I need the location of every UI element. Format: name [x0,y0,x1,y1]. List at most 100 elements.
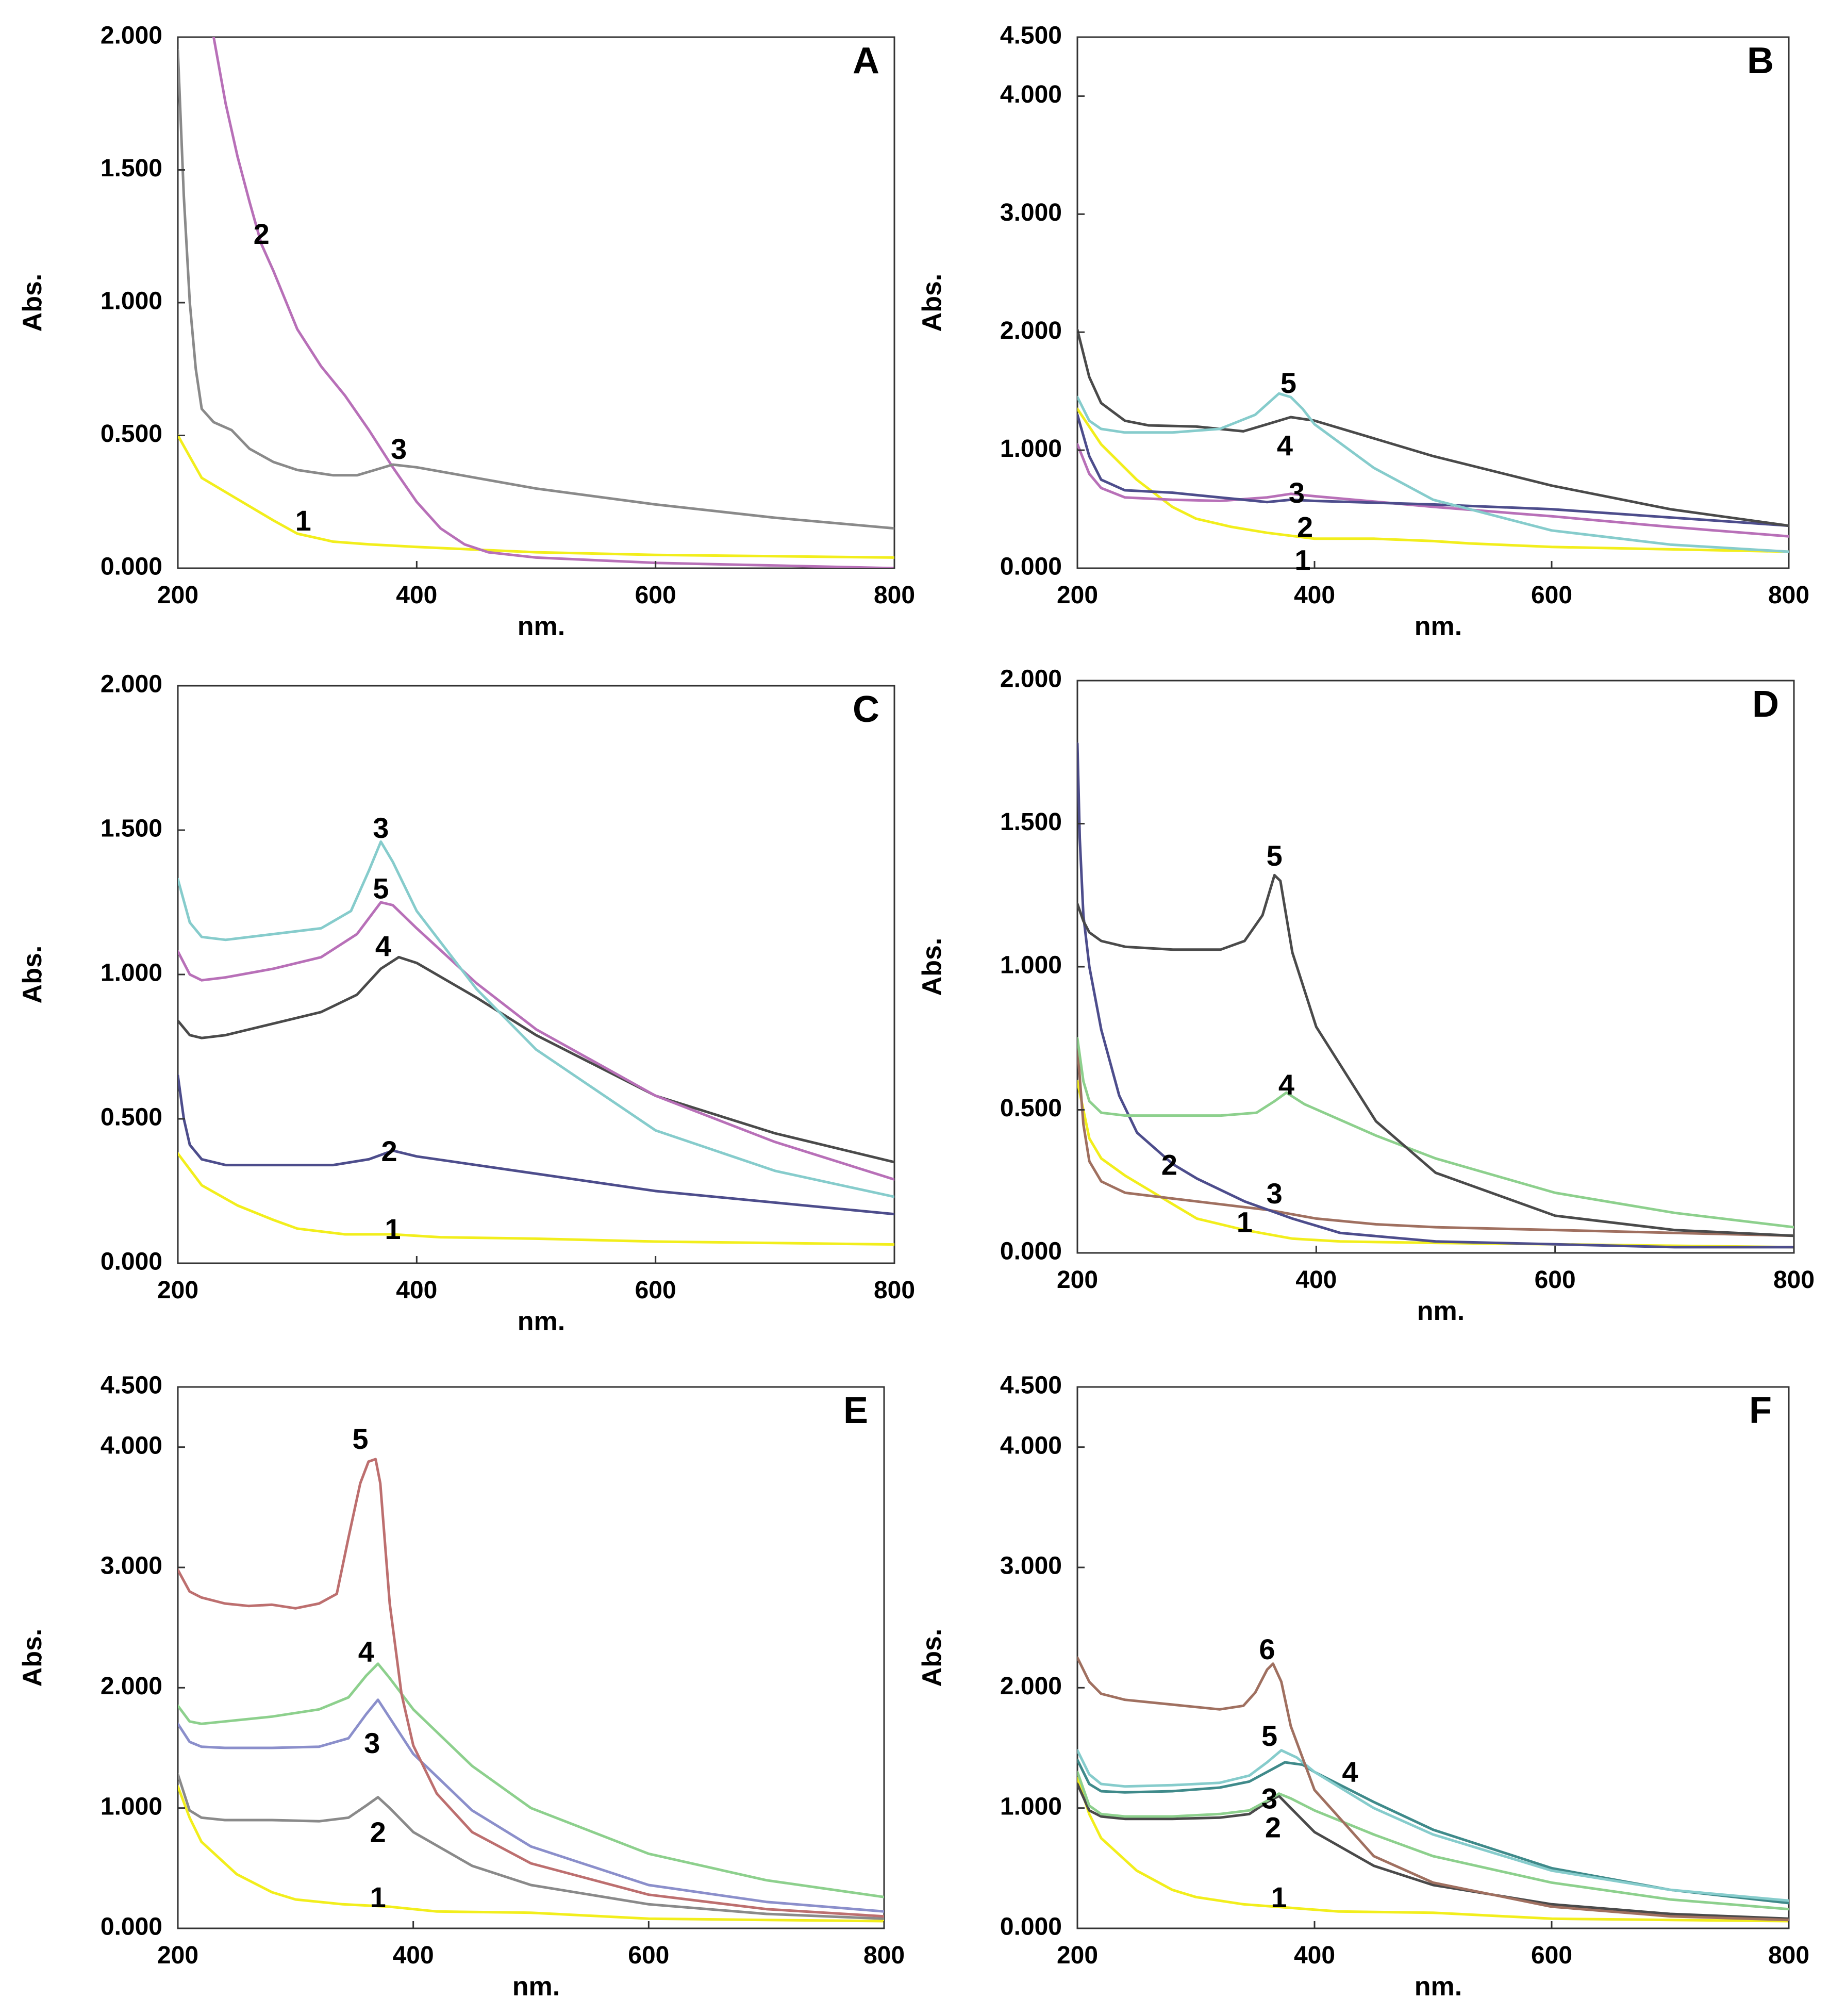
plot-frame [177,1386,885,1929]
y-tick-label: 3.000 [1000,1552,1062,1580]
x-tick-label: 200 [1057,1942,1098,1969]
panel-C: 1 2 4 5 3 C 0.000 0.500 1.000 1.500 2.000 200 400 600… [18,671,915,1336]
y-axis-label: Abs. [18,1629,47,1687]
panel-D: 13 2 4 5 D 0.000 0.500 1.000 1.500 2.000 200 400 600… [917,666,1815,1326]
x-tick-label: 800 [1768,1942,1809,1969]
x-tick-label: 400 [396,1277,437,1304]
x-tick-label: 800 [1773,1266,1815,1294]
x-tick-label: 800 [874,582,915,609]
series-curve-5 [178,1458,884,1918]
x-tick-label: 200 [157,582,198,609]
curves [178,840,894,1246]
series-curve-5 [1077,873,1794,1237]
panel-letter: A [853,40,879,81]
panel-E: 1 2 3 4 5 E 0.000 1.000 2.000 3.000 4.000 4.500 200 4… [18,1372,905,2002]
x-tick-label: 600 [1535,1266,1576,1294]
series-curve-3 [178,49,894,530]
x-tick-label: 600 [635,1277,676,1304]
x-tick-label: 200 [157,1277,198,1304]
x-tick-label: 800 [874,1277,915,1304]
series-curve-5 [178,901,894,1181]
series-curve-3 [1077,1771,1789,1911]
x-tick-label: 800 [1768,582,1809,609]
series-label-4: 4 [1342,1756,1358,1788]
series-label-5: 5 [1280,367,1296,399]
x-tick-label: 200 [1057,1266,1098,1294]
x-tick-label: 800 [863,1942,905,1969]
series-label-3: 3 [391,433,407,465]
panel-letter: B [1747,40,1774,81]
y-tick-label: 0.000 [1000,553,1062,581]
x-axis-label: nm. [1415,1972,1462,2002]
series-curve-2 [178,1773,884,1920]
series-label-2: 2 [1265,1811,1281,1843]
y-tick-label: 1.000 [101,960,162,987]
y-axis-label: Abs. [917,274,947,332]
y-tick-label: 1.000 [101,288,162,315]
y-tick-label: 1.500 [1000,808,1062,836]
panel-A: 1 2 3 A 0.000 0.500 1.000 1.500 2.000 200 400 600 80… [18,22,915,641]
y-tick-label: 3.000 [101,1552,162,1580]
y-axis-label: Abs. [18,274,47,332]
y-tick-label: 1.000 [1000,952,1062,979]
series-curve-5 [1077,1749,1789,1902]
y-tick-label: 1.500 [101,815,162,842]
y-tick-label: 2.000 [1000,666,1062,693]
series-curve-2 [212,37,894,568]
x-tick-label: 600 [1531,1942,1572,1969]
series-label-2: 2 [1161,1148,1177,1181]
series-curve-4 [1077,1758,1789,1905]
panel-F: 123456F0.0001.0002.0003.0004.0004.500200… [917,1372,1809,2002]
series-label-1: 1 [385,1213,401,1245]
x-axis-label: nm. [512,1972,560,2002]
x-axis-label: nm. [518,612,565,641]
series-curve-5 [1077,392,1789,553]
y-tick-label: 2.000 [101,671,162,698]
y-tick-label: 1.000 [1000,1793,1062,1820]
series-curve-4 [178,955,894,1164]
series-label-6: 6 [1259,1633,1275,1665]
x-tick-label: 600 [635,582,676,609]
series-curve-4 [1077,328,1789,527]
series-label-3: 3 [1261,1782,1277,1814]
plot-frame [1076,36,1790,569]
series-label-5: 5 [373,872,389,904]
y-tick-label: 0.000 [101,1913,162,1941]
series-curve-1 [178,1152,894,1246]
curves [1077,1656,1789,1923]
y-tick-label: 4.000 [1000,81,1062,108]
curves [178,37,894,568]
y-tick-label: 2.000 [101,1673,162,1700]
series-label-4: 4 [1278,1068,1294,1101]
x-axis-label: nm. [1415,612,1462,641]
panel-letter: C [853,689,879,730]
series-label-4: 4 [1277,429,1293,461]
y-axis-label: Abs. [917,1629,947,1687]
series-label-4: 4 [375,930,391,962]
panel-B: 123 4 5 B 0.000 1.000 2.000 3.000 4.000 4.500 200 4… [917,22,1809,641]
y-tick-label: 0.000 [1000,1913,1062,1941]
curves [1077,742,1794,1249]
y-axis-label: Abs. [18,946,47,1004]
series-label-5: 5 [1267,839,1283,872]
series-curve-1 [1077,407,1789,553]
series-curve-3 [178,1698,884,1913]
y-tick-label: 0.000 [1000,1238,1062,1265]
x-axis-label: nm. [518,1307,565,1336]
y-tick-label: 1.000 [101,1793,162,1820]
series-label-5: 5 [1261,1720,1277,1752]
series-curve-4 [1077,1037,1794,1229]
x-tick-label: 400 [396,582,437,609]
series-label-4: 4 [358,1635,374,1668]
y-tick-label: 4.500 [1000,1372,1062,1399]
series-curve-1 [178,1785,884,1923]
x-tick-label: 400 [1295,1266,1337,1294]
series-label-3: 3 [373,812,389,844]
series-curve-3 [1077,413,1789,527]
panel-letter: D [1752,684,1779,725]
y-tick-label: 0.000 [101,1248,162,1276]
series-curve-4 [178,1662,884,1898]
y-axis-label: Abs. [917,938,947,996]
x-tick-label: 400 [393,1942,434,1969]
